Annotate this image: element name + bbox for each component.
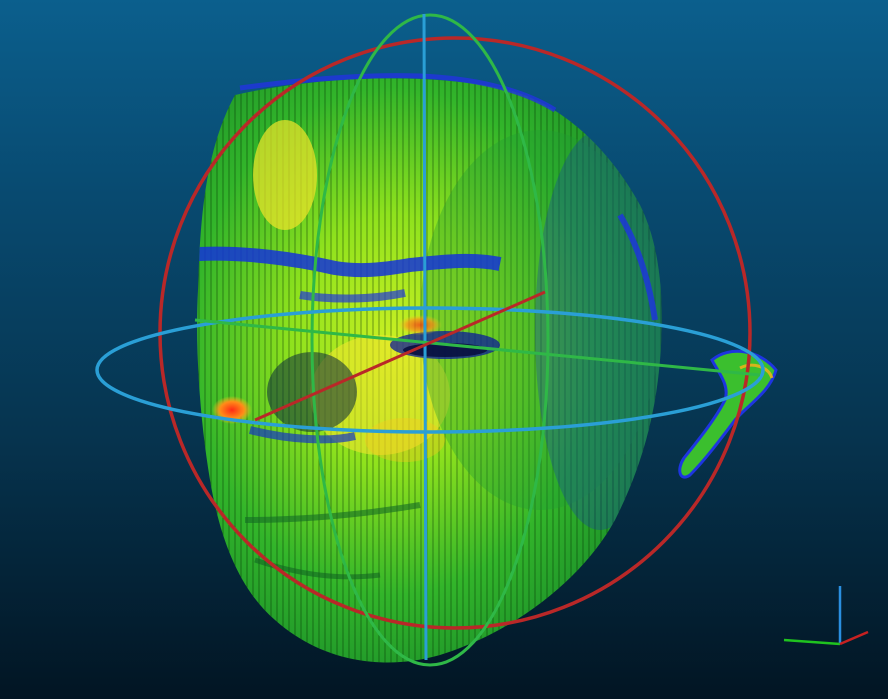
rotation-ring-z[interactable] xyxy=(95,306,765,434)
rotation-sphere-gizmo[interactable] xyxy=(95,13,765,667)
axes-orientation-indicator xyxy=(783,586,869,646)
axis-line-depth xyxy=(254,290,546,422)
rotation-ring-y[interactable] xyxy=(310,13,550,667)
point-cloud-head xyxy=(197,73,778,663)
axis-x-indicator xyxy=(839,630,869,646)
axis-line-vertical xyxy=(422,13,428,661)
axis-line-horizontal xyxy=(194,318,761,377)
axis-y-indicator xyxy=(783,638,841,646)
